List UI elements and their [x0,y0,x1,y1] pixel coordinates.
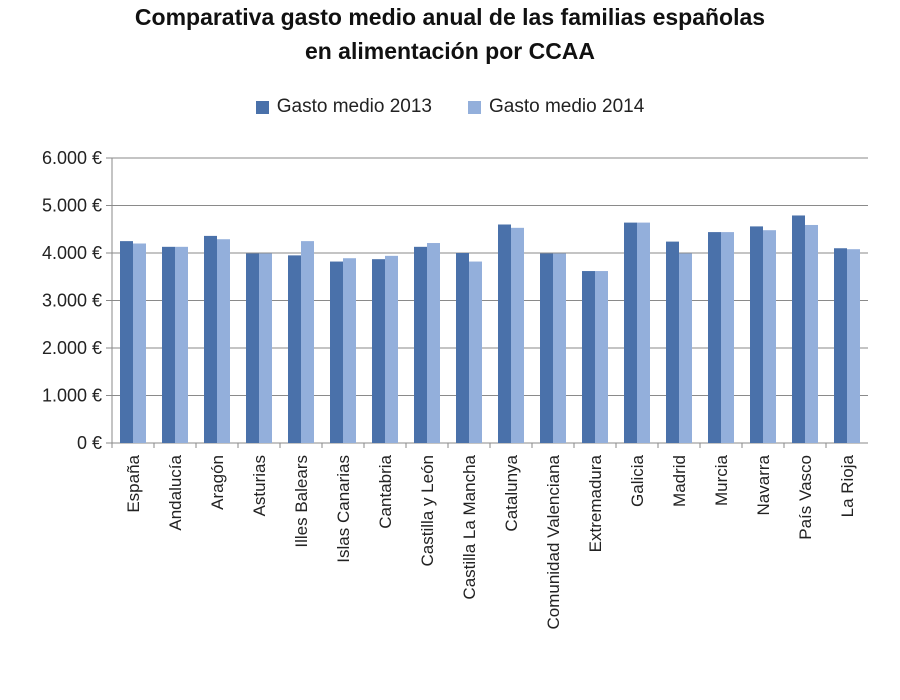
bar-2014 [847,249,860,443]
x-category-label: Madrid [670,455,689,507]
legend-label-2013: Gasto medio 2013 [276,96,432,117]
bar-2013 [246,253,259,443]
bar-2014 [427,243,440,443]
bar-2013 [624,222,637,443]
legend-label-2014: Gasto medio 2014 [489,96,645,117]
bar-2014 [259,253,272,443]
bar-2014 [175,246,188,443]
bar-2014 [511,227,524,443]
x-category-label: Islas Canarias [334,455,353,563]
y-tick-label: 3.000 € [42,291,102,311]
legend-item-2013: Gasto medio 2013 [255,96,432,118]
x-category-label: España [124,454,143,512]
x-category-label: La Rioja [838,454,857,517]
x-category-label: País Vasco [796,455,815,540]
bar-2014 [595,271,608,443]
x-category-label: Navarra [754,454,773,515]
bar-2014 [133,243,146,443]
bar-2013 [708,232,721,443]
bar-2013 [666,241,679,443]
y-tick-label: 6.000 € [42,148,102,168]
bar-2013 [204,235,217,443]
legend-item-2014: Gasto medio 2014 [468,96,644,118]
x-category-label: Castilla La Mancha [460,454,479,599]
x-category-label: Illes Balears [292,455,311,548]
y-tick-label: 4.000 € [42,243,102,263]
bar-2013 [456,253,469,443]
bar-2014 [385,255,398,443]
bar-2013 [162,246,175,443]
chart-legend: Gasto medio 2013 Gasto medio 2014 [0,96,900,118]
bar-2014 [217,239,230,443]
bar-2014 [343,258,356,443]
bar-2013 [750,226,763,443]
x-category-label: Extremadura [586,454,605,552]
bar-2013 [582,271,595,443]
legend-swatch-2013 [255,100,269,114]
bar-2013 [120,241,133,443]
y-tick-label: 5.000 € [42,196,102,216]
bar-2014 [469,261,482,443]
x-category-label: Galicia [628,454,647,507]
x-category-label: Catalunya [502,454,521,531]
x-category-label: Andalucía [166,454,185,530]
y-tick-label: 0 € [77,433,102,453]
y-tick-label: 1.000 € [42,386,102,406]
bar-2014 [721,232,734,443]
x-category-label: Asturias [250,455,269,516]
x-category-label: Comunidad Valenciana [544,454,563,629]
bar-2013 [498,224,511,443]
bar-2013 [372,259,385,443]
x-category-label: Aragón [208,455,227,510]
legend-swatch-2014 [468,100,481,114]
bar-2013 [288,255,301,443]
bar-2014 [763,230,776,443]
bar-2013 [834,248,847,443]
bar-2014 [553,253,566,443]
bar-2013 [540,253,553,443]
bar-2014 [679,253,692,443]
chart-title-line-1: Comparativa gasto medio anual de las fam… [134,4,766,30]
bar-2014 [805,224,818,443]
bar-2013 [414,246,427,443]
x-category-label: Castilla y León [418,455,437,567]
x-category-label: Murcia [712,454,731,506]
x-category-label: Cantabria [376,454,395,528]
chart-title-line-2: en alimentación por CCAA [304,38,596,64]
bar-2013 [792,215,805,443]
bar-2014 [637,222,650,443]
bar-2013 [330,261,343,443]
y-tick-label: 2.000 € [42,338,102,358]
bar-2014 [301,241,314,443]
